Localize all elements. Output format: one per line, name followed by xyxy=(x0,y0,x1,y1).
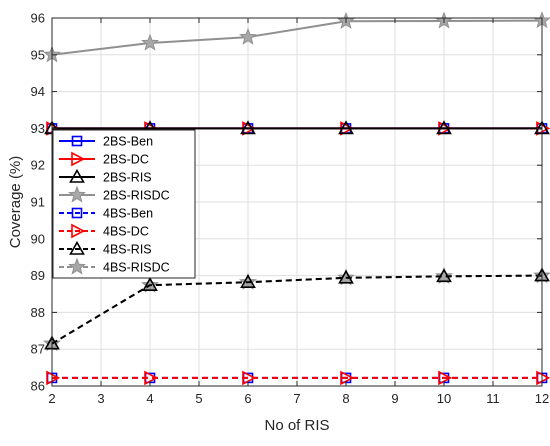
x-tick-label: 9 xyxy=(391,391,398,406)
data-point xyxy=(340,370,355,386)
data-point xyxy=(144,370,159,386)
x-tick-label: 11 xyxy=(486,391,500,406)
x-tick-label: 7 xyxy=(293,391,300,406)
y-tick-label: 92 xyxy=(31,158,45,173)
series-line xyxy=(51,19,543,56)
y-tick-label: 90 xyxy=(31,231,45,246)
data-point xyxy=(240,120,256,135)
data-point xyxy=(46,370,61,386)
legend-marker xyxy=(69,240,85,255)
data-point xyxy=(436,120,452,135)
legend-entry: 4BS-DC xyxy=(59,223,149,239)
legend-label: 2BS-DC xyxy=(103,153,149,167)
data-point xyxy=(338,269,354,284)
legend-marker xyxy=(71,223,86,239)
legend-entry: 4BS-Ben xyxy=(59,207,153,221)
data-point xyxy=(242,370,257,386)
data-point xyxy=(436,268,452,283)
x-axis-label: No of RIS xyxy=(264,417,329,434)
data-point xyxy=(438,370,453,386)
y-tick-label: 86 xyxy=(31,379,45,394)
legend-entry: 4BS-RIS xyxy=(59,240,152,257)
x-tick-label: 2 xyxy=(48,391,55,406)
x-tick-label: 10 xyxy=(437,391,451,406)
legend-entry: 4BS-RISDC xyxy=(59,257,170,275)
x-tick-label: 5 xyxy=(195,391,202,406)
legend-marker xyxy=(71,207,83,219)
legend-label: 4BS-DC xyxy=(103,225,149,239)
x-tick-label: 6 xyxy=(244,391,251,406)
series-4BS-DC xyxy=(46,370,550,386)
legend-entry: 2BS-Ben xyxy=(59,135,153,149)
data-point xyxy=(141,33,159,51)
legend-label: 2BS-Ben xyxy=(103,135,153,149)
y-axis-label: Coverage (%) xyxy=(7,156,24,249)
legend-marker xyxy=(71,135,83,147)
data-point xyxy=(239,27,257,45)
y-tick-label: 89 xyxy=(31,268,45,283)
legend-marker xyxy=(68,257,86,275)
legend-entry: 2BS-DC xyxy=(59,151,149,167)
data-point xyxy=(240,274,256,289)
data-point xyxy=(338,120,354,135)
legend-marker xyxy=(71,151,86,167)
y-tick-label: 95 xyxy=(31,47,45,62)
series-line xyxy=(51,274,543,345)
legend-entry: 2BS-RISDC xyxy=(59,185,170,203)
legend-label: 4BS-Ben xyxy=(103,207,153,221)
x-tick-label: 4 xyxy=(146,391,153,406)
legend-marker xyxy=(69,168,85,183)
legend-label: 2BS-RISDC xyxy=(103,189,170,203)
x-tick-label: 12 xyxy=(535,391,549,406)
legend-label: 4BS-RISDC xyxy=(103,261,170,275)
data-point xyxy=(536,370,550,386)
y-tick-label: 93 xyxy=(31,121,45,136)
y-tick-label: 91 xyxy=(31,195,45,210)
legend-label: 2BS-RIS xyxy=(103,171,152,185)
legend-marker xyxy=(68,185,86,203)
legend: 2BS-Ben 2BS-DC 2BS-RIS 2BS-RISDC 4BS-Ben 4BS-… xyxy=(52,129,196,279)
data-point xyxy=(142,277,158,291)
y-tick-label: 88 xyxy=(31,305,45,320)
y-tick-label: 87 xyxy=(31,342,45,357)
data-point xyxy=(435,266,453,284)
y-tick-label: 94 xyxy=(31,84,45,99)
x-tick-label: 3 xyxy=(97,391,104,406)
y-tick-label: 96 xyxy=(31,11,45,26)
legend-label: 4BS-RIS xyxy=(103,243,152,257)
legend-entry: 2BS-RIS xyxy=(59,168,152,185)
x-tick-label: 8 xyxy=(342,391,349,406)
